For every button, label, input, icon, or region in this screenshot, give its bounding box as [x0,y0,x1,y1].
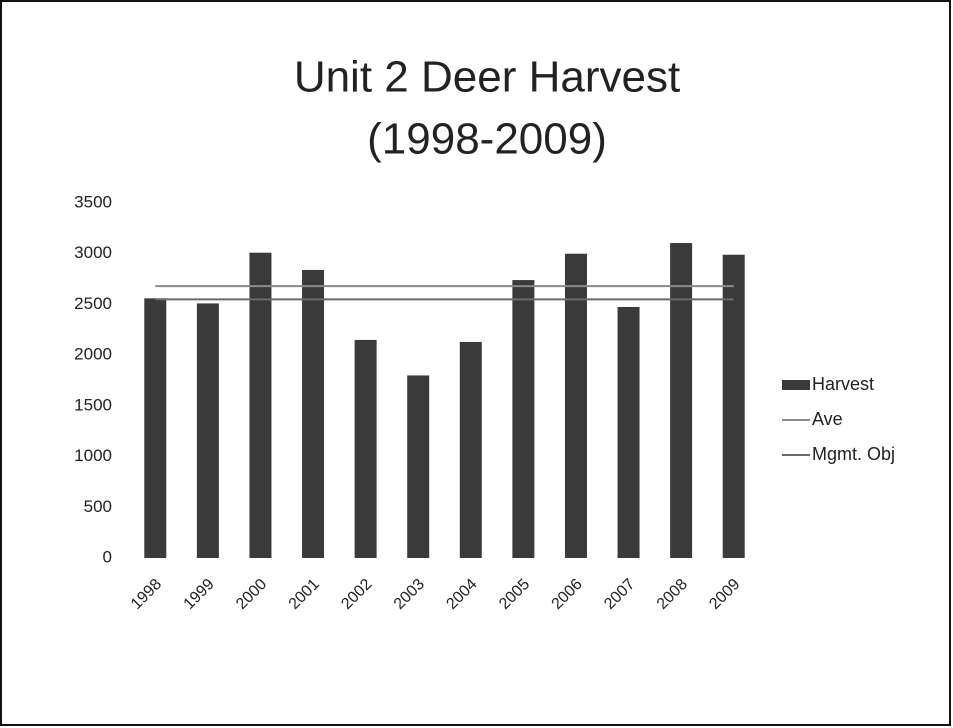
legend-label: Harvest [812,374,874,394]
y-tick-label: 2500 [74,294,112,313]
y-tick-label: 3500 [74,192,112,211]
bar [459,341,482,558]
bar [564,253,587,558]
y-tick-label: 1000 [74,446,112,465]
chart-title: (1998-2009) [367,115,607,164]
bar [354,339,377,558]
y-tick-label: 3000 [74,243,112,262]
bar [670,243,693,559]
bar [407,375,430,558]
bar [144,298,167,558]
bar [722,254,745,558]
bar [617,306,640,558]
y-tick-label: 1500 [74,395,112,414]
bar [249,252,272,558]
bar [302,269,325,558]
y-tick-label: 500 [84,497,112,516]
y-tick-label: 2000 [74,345,112,364]
legend-label: Ave [812,409,843,429]
bar [196,303,219,558]
bar [512,280,535,558]
chart-title: Unit 2 Deer Harvest [294,53,680,102]
legend-swatch [782,380,810,390]
y-tick-label: 0 [103,547,112,566]
legend-label: Mgmt. Obj [812,444,895,464]
